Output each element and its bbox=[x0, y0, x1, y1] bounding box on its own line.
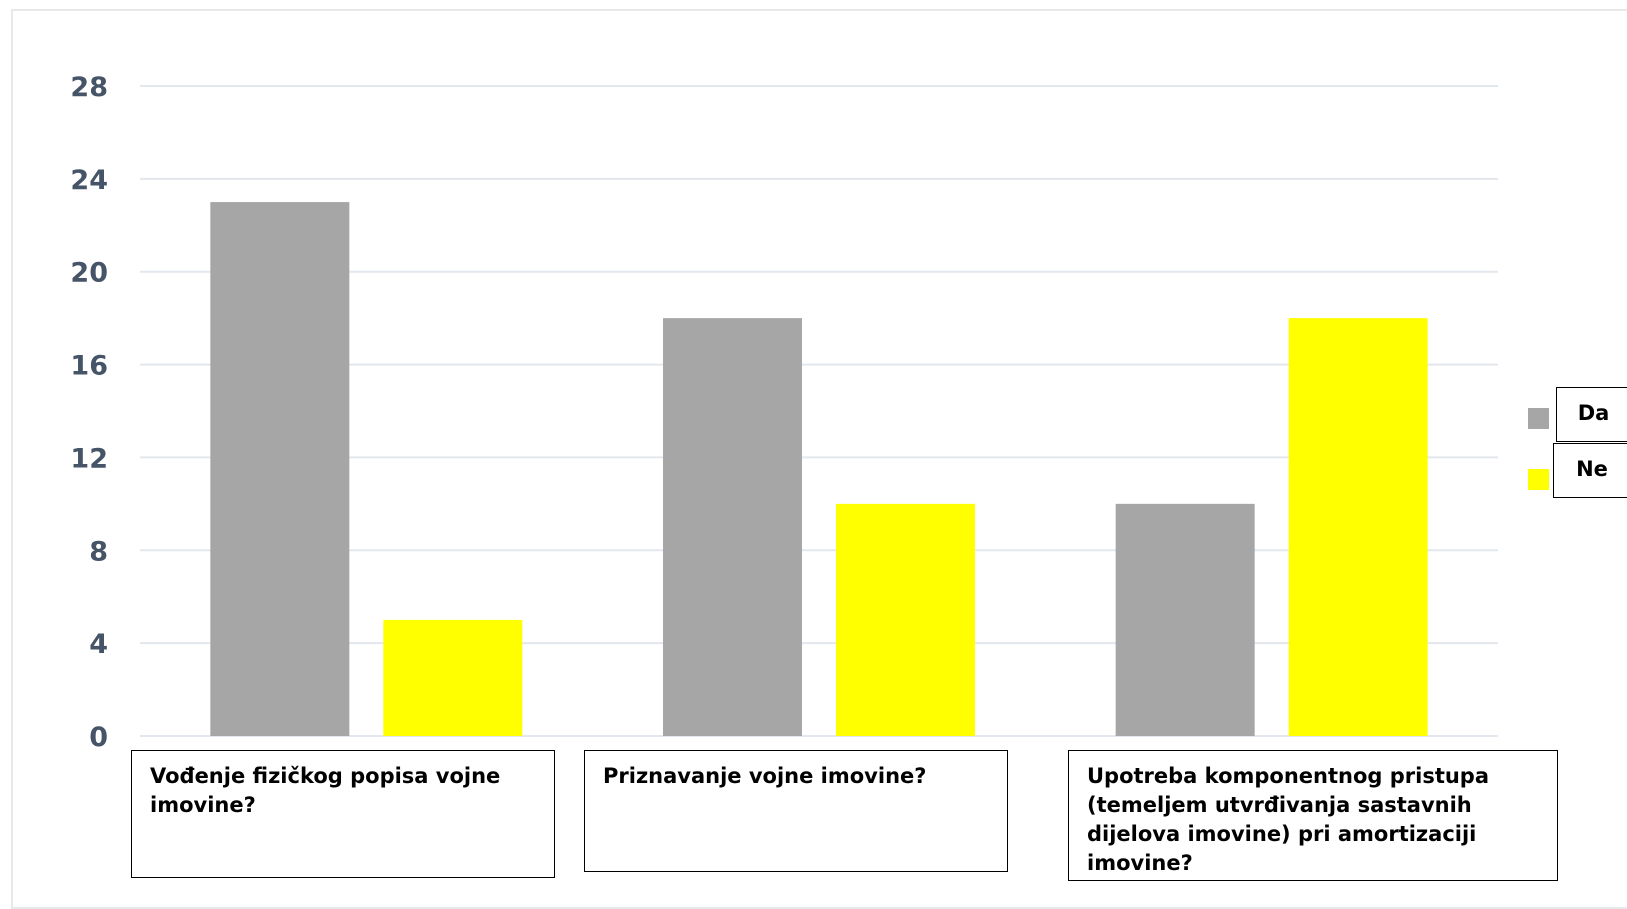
y-tick-label: 4 bbox=[89, 629, 108, 660]
bar-ne bbox=[383, 619, 523, 736]
bar-ne bbox=[1288, 318, 1428, 736]
gridlines bbox=[140, 85, 1498, 737]
bar-chart: 0 4 8 12 16 20 24 28 bbox=[70, 72, 1498, 753]
y-tick-label: 16 bbox=[70, 351, 108, 382]
category-label: Priznavanje vojne imovine? bbox=[584, 750, 1008, 872]
bars bbox=[210, 202, 1428, 737]
y-tick-label: 12 bbox=[70, 443, 108, 474]
bar-da bbox=[210, 202, 350, 737]
y-axis-ticks: 0 4 8 12 16 20 24 28 bbox=[70, 72, 108, 753]
category-label: Upotreba komponentnog pristupa (temeljem… bbox=[1068, 750, 1558, 881]
y-tick-label: 24 bbox=[70, 165, 108, 196]
y-tick-label: 28 bbox=[70, 72, 108, 103]
bar-da bbox=[663, 318, 802, 736]
y-tick-label: 8 bbox=[89, 536, 108, 567]
y-tick-label: 20 bbox=[70, 258, 108, 289]
category-label: Vođenje fizičkog popisa vojne imovine? bbox=[131, 750, 555, 878]
legend-swatch-da bbox=[1528, 408, 1549, 429]
legend-swatch-ne bbox=[1528, 469, 1549, 490]
bar-da bbox=[1115, 503, 1255, 736]
y-tick-label: 0 bbox=[89, 722, 108, 753]
legend-label-da: Da bbox=[1556, 387, 1627, 442]
bar-ne bbox=[836, 503, 975, 736]
legend-label-ne: Ne bbox=[1553, 443, 1627, 498]
